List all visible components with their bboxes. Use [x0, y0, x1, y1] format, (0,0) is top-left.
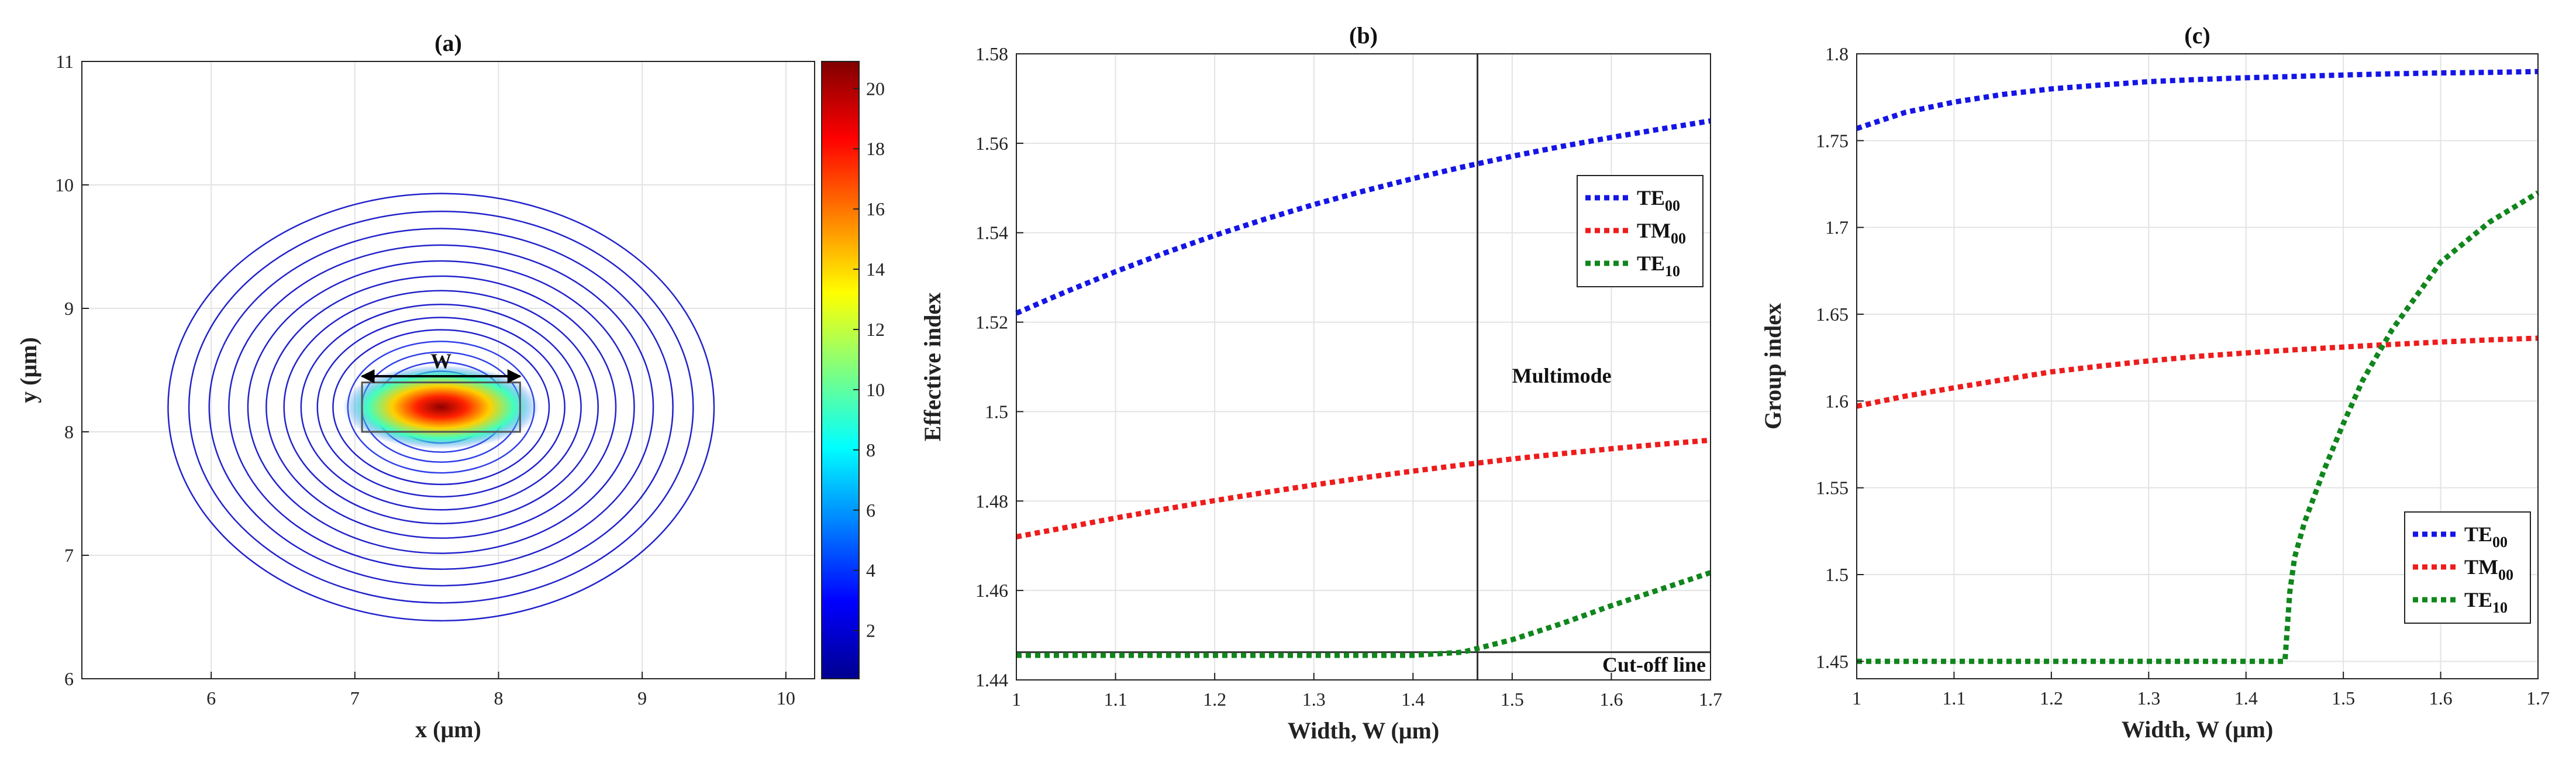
y-tick-label: 7 — [64, 545, 74, 566]
panel-b: 1 1.1 1.2 1.3 1.4 1.5 1.6 1.7 1.44 1.46 1.48 1.5 1.5… — [919, 22, 1722, 744]
y-tick-label: 1.8 — [1825, 43, 1849, 64]
x-tick-label: 1.3 — [1302, 689, 1326, 710]
y-tick-label: 1.54 — [975, 222, 1008, 243]
x-tick-label: 9 — [637, 688, 647, 709]
colorbar-tick-label: 16 — [866, 198, 885, 219]
legend-box — [1577, 175, 1703, 287]
colorbar-tick-label: 2 — [866, 620, 875, 641]
x-tick-label: 1 — [1852, 688, 1861, 709]
x-tick-label: 1.4 — [1401, 689, 1425, 710]
x-tick-label: 1.1 — [1104, 689, 1127, 710]
y-tick-label: 10 — [55, 174, 74, 195]
panel-b-title: (b) — [1349, 22, 1378, 49]
y-tick-label: 1.45 — [1816, 651, 1849, 672]
series-line-tm00 — [1856, 335, 2539, 409]
x-tick-label: 1.1 — [1942, 688, 1965, 709]
contour-line — [316, 317, 565, 498]
series-line-te00 — [1015, 118, 1711, 316]
x-tick-label: 7 — [350, 688, 360, 709]
colorbar-tick-label: 8 — [866, 439, 875, 460]
x-tick-label: 1.7 — [1699, 689, 1722, 710]
y-tick-label: 1.55 — [1816, 477, 1849, 499]
contour-line — [283, 290, 599, 525]
contour-line — [208, 228, 674, 587]
y-tick-label: 1.58 — [975, 43, 1008, 64]
x-tick-label: 1.5 — [1501, 689, 1524, 710]
panel-c-xlabel: Width, W (μm) — [2122, 716, 2273, 743]
series-line-tm00 — [1016, 437, 1711, 539]
y-tick-label: 1.56 — [975, 133, 1008, 154]
panel-b-ylabel: Effective index — [919, 293, 946, 441]
width-label: W — [430, 349, 451, 373]
x-tick-label: 1.6 — [2429, 688, 2453, 709]
field-hotspot — [343, 365, 539, 449]
x-tick-label: 1.7 — [2526, 688, 2550, 709]
colorbar-tick-label: 12 — [866, 319, 885, 340]
y-tick-label: 1.5 — [1825, 564, 1849, 585]
panel-c-ticks: 1 1.1 1.2 1.3 1.4 1.5 1.6 1.7 1.45 1.5 1.55 1.6 1.65… — [1816, 43, 2550, 709]
contour-line — [247, 260, 635, 554]
colorbar-ticks: 2 4 6 8 10 12 14 16 18 20 — [853, 78, 885, 641]
panel-c-ylabel: Group index — [1760, 303, 1786, 429]
colorbar-tick-label: 18 — [866, 138, 885, 159]
y-tick-label: 8 — [64, 421, 74, 442]
y-tick-label: 1.65 — [1816, 304, 1849, 325]
y-tick-label: 1.5 — [985, 401, 1008, 422]
y-tick-label: 1.75 — [1816, 130, 1849, 151]
colorbar-tick-label: 14 — [866, 259, 885, 280]
x-tick-label: 1.5 — [2332, 688, 2355, 709]
y-tick-label: 1.46 — [975, 580, 1008, 601]
y-tick-label: 6 — [64, 668, 74, 689]
colorbar-tick-label: 20 — [866, 78, 885, 99]
y-tick-label: 1.44 — [975, 669, 1008, 690]
panel-b-series — [1015, 118, 1712, 658]
series-line-te10 — [1016, 570, 1712, 658]
panel-b-frame — [1016, 53, 1711, 680]
contour-line — [265, 275, 617, 539]
series-line-te00 — [1856, 68, 2539, 131]
panel-a-ticks: 6 7 8 9 10 6 7 8 9 10 11 — [55, 51, 795, 709]
series-line-te10 — [1857, 190, 2540, 664]
x-tick-label: 6 — [206, 688, 216, 709]
panel-a-ylabel: y (μm) — [15, 337, 42, 403]
contour-line — [332, 329, 550, 486]
multimode-annotation: Multimode — [1512, 364, 1612, 387]
panel-c: 1 1.1 1.2 1.3 1.4 1.5 1.6 1.7 1.45 1.5 1.55 1.6 1.65… — [1760, 22, 2550, 743]
x-tick-label: 1.4 — [2234, 688, 2258, 709]
panel-a-xlabel: x (μm) — [415, 716, 481, 743]
x-tick-label: 1 — [1012, 689, 1021, 710]
colorbar-tick-label: 6 — [866, 500, 875, 521]
y-tick-label: 1.6 — [1825, 390, 1849, 411]
x-tick-label: 1.2 — [1203, 689, 1226, 710]
x-tick-label: 1.6 — [1599, 689, 1623, 710]
contour-line — [300, 304, 582, 511]
panel-b-xlabel: Width, W (μm) — [1288, 717, 1439, 744]
contour-line — [167, 193, 715, 622]
panel-a-frame — [81, 61, 815, 679]
colorbar — [821, 61, 860, 679]
panel-a-title: (a) — [434, 30, 462, 56]
panel-c-frame — [1856, 53, 2539, 679]
panel-a: W 6 7 8 9 10 6 7 8 9 10 11 (a) x (μm) y (μm) 2 4 6 8 1… — [15, 30, 885, 743]
panel-b-ticks: 1 1.1 1.2 1.3 1.4 1.5 1.6 1.7 1.44 1.46 1.48 1.5 1.5… — [975, 43, 1722, 710]
y-tick-label: 11 — [56, 51, 74, 72]
y-tick-label: 1.52 — [975, 312, 1008, 333]
x-tick-label: 8 — [494, 688, 503, 709]
panel-c-title: (c) — [2184, 22, 2210, 49]
colorbar-tick-label: 4 — [866, 560, 875, 581]
y-tick-label: 9 — [64, 298, 74, 319]
x-tick-label: 1.3 — [2137, 688, 2160, 709]
colorbar-tick-label: 10 — [866, 379, 885, 400]
x-tick-label: 1.2 — [2040, 688, 2063, 709]
cutoff-line-label: Cut-off line — [1602, 653, 1706, 676]
y-tick-label: 1.48 — [975, 490, 1008, 511]
contour-line — [228, 244, 654, 570]
contour-line — [188, 211, 694, 604]
y-tick-label: 1.7 — [1825, 217, 1849, 238]
panel-c-series — [1856, 68, 2540, 664]
x-tick-label: 10 — [777, 688, 795, 709]
